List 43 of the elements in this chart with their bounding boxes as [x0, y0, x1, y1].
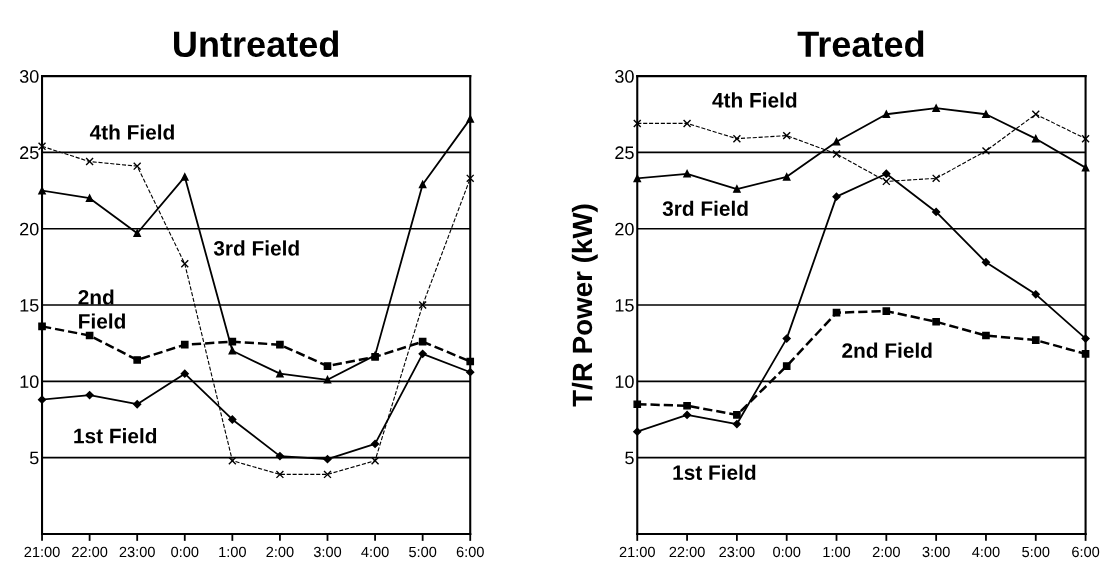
x-tick-label: 21:00 — [619, 546, 655, 558]
series-label: 1st Field — [673, 464, 756, 480]
y-tick-label: 10 — [615, 375, 634, 389]
y-tick-label: 15 — [20, 299, 39, 312]
x-tick-label: 2:00 — [872, 546, 900, 558]
x-tick-label: 23:00 — [719, 546, 755, 558]
series-label: 1st Field — [74, 428, 157, 444]
x-tick-label: 3:00 — [313, 546, 342, 558]
x-tick-label: 22:00 — [72, 546, 108, 558]
chart-title: Untreated — [174, 30, 339, 58]
series-label: 2nd Field — [842, 342, 932, 358]
chart-title: Treated — [797, 30, 924, 58]
series-label: 4th Field — [712, 92, 797, 108]
x-tick-label: 4:00 — [361, 546, 389, 558]
y-tick-label: 30 — [615, 70, 634, 83]
series-label: 4th Field — [89, 124, 174, 140]
x-tick-label: 5:00 — [409, 546, 437, 558]
x-tick-label: 2:00 — [266, 546, 294, 558]
y-tick-label: 15 — [615, 299, 634, 312]
x-tick-label: 23:00 — [119, 546, 155, 558]
y-tick-label: 30 — [19, 70, 39, 83]
y-tick-label: 10 — [20, 375, 39, 389]
x-tick-label: 0:00 — [773, 546, 801, 558]
x-tick-label: 0:00 — [171, 546, 199, 558]
series-label: 2nd Field — [78, 289, 125, 329]
x-tick-label: 6:00 — [1072, 546, 1100, 558]
x-tick-label: 22:00 — [669, 546, 705, 558]
x-tick-label: 21:00 — [24, 546, 60, 558]
x-tick-label: 1:00 — [823, 546, 851, 558]
y-tick-label: 25 — [615, 146, 634, 160]
x-tick-label: 4:00 — [972, 546, 1000, 558]
y-tick-label: 25 — [20, 146, 39, 160]
x-tick-label: 1:00 — [219, 546, 246, 558]
y-axis-title: T/R Power (kW) — [571, 204, 598, 407]
x-tick-label: 5:00 — [1022, 546, 1050, 558]
y-tick-label: 5 — [625, 451, 634, 465]
y-tick-label: 20 — [615, 222, 634, 236]
y-tick-label: 5 — [29, 451, 39, 465]
series-label: 3rd Field — [662, 200, 748, 217]
x-tick-label: 3:00 — [922, 546, 950, 558]
series-label: 3rd Field — [213, 240, 299, 256]
y-tick-label: 20 — [20, 222, 39, 236]
x-tick-label: 6:00 — [456, 546, 484, 558]
